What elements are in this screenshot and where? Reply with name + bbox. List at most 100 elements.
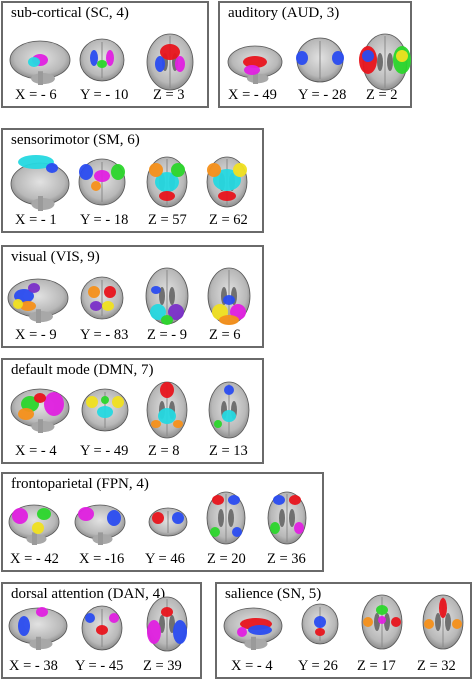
network-blob [294,522,304,534]
panel-title: visual (VIS, 9) [11,249,100,265]
network-blob [28,283,40,293]
network-blob [391,617,401,627]
coord-label: X = - 49 [228,87,277,103]
ventricle [218,509,224,527]
network-blob [273,495,285,505]
network-blob [228,495,240,505]
coord-label: Y = - 45 [75,658,124,674]
ventricle [384,613,390,631]
network-blob [104,286,116,298]
brainstem [38,419,43,433]
network-blob [248,625,272,635]
coord-label: Y = - 10 [80,87,129,103]
network-blob [332,51,344,65]
network-blob [363,617,373,627]
ventricle [377,53,383,71]
network-blob [173,620,187,644]
network-blob [155,56,165,72]
network-blob [296,51,308,65]
panel-title: default mode (DMN, 7) [11,362,154,378]
brainstem [253,72,258,84]
network-blob [222,410,236,422]
panel-title: frontoparietal (FPN, 4) [11,476,149,492]
network-blob [36,607,48,617]
network-blob [376,605,388,615]
network-blob [210,527,220,537]
brainstem [32,532,37,545]
coord-label: Y = 46 [145,551,185,567]
network-blob [289,495,301,505]
coord-label: Y = - 83 [80,327,129,343]
network-blob [102,301,114,311]
network-blob [78,507,94,521]
coord-label: Y = - 18 [80,212,129,228]
network-blob [396,50,408,62]
coord-label: Z = 32 [417,658,456,674]
network-blob [111,164,125,180]
network-blob [314,616,326,628]
coord-label: Z = 8 [148,443,180,459]
network-blob [237,627,247,637]
network-blob [151,286,161,294]
network-blob [96,625,108,635]
network-blob [224,385,234,395]
network-blob [90,50,98,66]
coord-label: Z = 36 [267,551,306,567]
coord-label: X = - 4 [15,443,57,459]
network-blob [244,65,260,75]
network-blob [106,50,114,66]
coord-label: Z = 3 [153,87,185,103]
network-blob [18,155,54,169]
network-blob [85,613,95,623]
network-blob [18,408,34,420]
network-blob [101,396,109,404]
coord-label: X = - 38 [9,658,58,674]
network-blob [149,163,163,177]
network-blob [107,510,121,526]
network-blob [171,163,185,177]
network-blob [212,495,224,505]
panel-title: auditory (AUD, 3) [228,5,340,21]
panel-title: dorsal attention (DAN, 4) [11,586,166,602]
network-blob [28,57,40,67]
network-blob [173,420,183,428]
network-blob [88,286,100,298]
network-blob [44,392,64,416]
coord-label: Y = 26 [298,658,338,674]
coord-label: Z = 13 [209,443,248,459]
network-blob [150,304,166,320]
network-blob [94,170,110,182]
network-blob [152,512,164,524]
coord-label: Z = 6 [209,327,241,343]
network-blob [161,607,173,617]
network-blob [18,616,30,636]
network-blob [97,406,113,418]
network-blob [207,163,221,177]
brainstem [36,309,41,323]
brainstem [38,71,43,85]
ventricle [228,509,234,527]
network-blob [362,50,374,62]
coord-label: X = - 9 [15,327,57,343]
network-blob [159,191,175,201]
network-blob [243,56,267,68]
network-blob [214,420,222,428]
ventricle [279,509,285,527]
network-blob [175,56,185,72]
network-blob [218,191,236,201]
network-blob [97,60,107,68]
network-blob [37,508,51,520]
network-blob [270,522,280,534]
network-blob [168,304,184,320]
coord-label: X = - 42 [10,551,59,567]
network-blob [34,393,46,403]
network-blob [233,163,247,177]
network-blob [439,598,447,618]
network-blob [32,522,44,534]
coord-label: Z = 57 [148,212,187,228]
network-blob [213,169,241,191]
brainstem [98,532,103,545]
network-blob [91,181,101,191]
brainstem [36,636,41,650]
